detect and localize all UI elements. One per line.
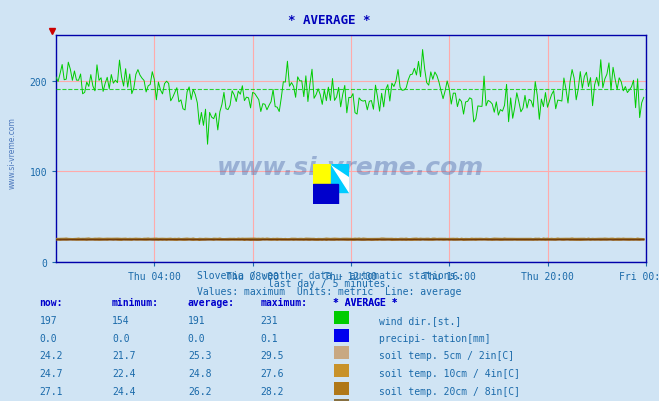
Text: 21.7: 21.7 bbox=[112, 350, 136, 360]
Text: 27.1: 27.1 bbox=[40, 386, 63, 396]
Text: 154: 154 bbox=[112, 315, 130, 325]
Text: 25.3: 25.3 bbox=[188, 350, 212, 360]
Text: soil temp. 10cm / 4in[C]: soil temp. 10cm / 4in[C] bbox=[379, 368, 520, 378]
Text: 24.7: 24.7 bbox=[40, 368, 63, 378]
Text: soil temp. 20cm / 8in[C]: soil temp. 20cm / 8in[C] bbox=[379, 386, 520, 396]
Text: 191: 191 bbox=[188, 315, 206, 325]
Text: precipi- tation[mm]: precipi- tation[mm] bbox=[379, 333, 490, 343]
Text: 0.0: 0.0 bbox=[40, 333, 57, 343]
Text: 24.2: 24.2 bbox=[40, 350, 63, 360]
Text: 24.4: 24.4 bbox=[112, 386, 136, 396]
Text: average:: average: bbox=[188, 298, 235, 308]
Text: wind dir.[st.]: wind dir.[st.] bbox=[379, 315, 461, 325]
Text: Slovenia / weather data - automatic stations.: Slovenia / weather data - automatic stat… bbox=[197, 271, 462, 281]
Text: 26.2: 26.2 bbox=[188, 386, 212, 396]
Polygon shape bbox=[331, 164, 349, 192]
Text: 27.6: 27.6 bbox=[260, 368, 284, 378]
Text: * AVERAGE *: * AVERAGE * bbox=[333, 298, 397, 308]
Text: soil temp. 5cm / 2in[C]: soil temp. 5cm / 2in[C] bbox=[379, 350, 514, 360]
Text: 28.2: 28.2 bbox=[260, 386, 284, 396]
Bar bbox=[331, 164, 349, 192]
Text: 0.1: 0.1 bbox=[260, 333, 278, 343]
Text: 29.5: 29.5 bbox=[260, 350, 284, 360]
Text: 0.0: 0.0 bbox=[188, 333, 206, 343]
Bar bbox=[313, 164, 331, 184]
Text: 0.0: 0.0 bbox=[112, 333, 130, 343]
Text: now:: now: bbox=[40, 298, 63, 308]
Text: www.si-vreme.com: www.si-vreme.com bbox=[8, 117, 17, 188]
Text: Values: maximum  Units: metric  Line: average: Values: maximum Units: metric Line: aver… bbox=[197, 287, 462, 297]
Text: 22.4: 22.4 bbox=[112, 368, 136, 378]
Text: 231: 231 bbox=[260, 315, 278, 325]
Polygon shape bbox=[331, 164, 349, 176]
Text: www.si-vreme.com: www.si-vreme.com bbox=[217, 156, 484, 180]
Text: * AVERAGE *: * AVERAGE * bbox=[333, 298, 397, 308]
Text: last day / 5 minutes.: last day / 5 minutes. bbox=[268, 279, 391, 289]
Bar bbox=[313, 184, 339, 205]
Text: maximum:: maximum: bbox=[260, 298, 307, 308]
Text: 24.8: 24.8 bbox=[188, 368, 212, 378]
Text: 197: 197 bbox=[40, 315, 57, 325]
Text: * AVERAGE *: * AVERAGE * bbox=[288, 14, 371, 27]
Text: minimum:: minimum: bbox=[112, 298, 159, 308]
